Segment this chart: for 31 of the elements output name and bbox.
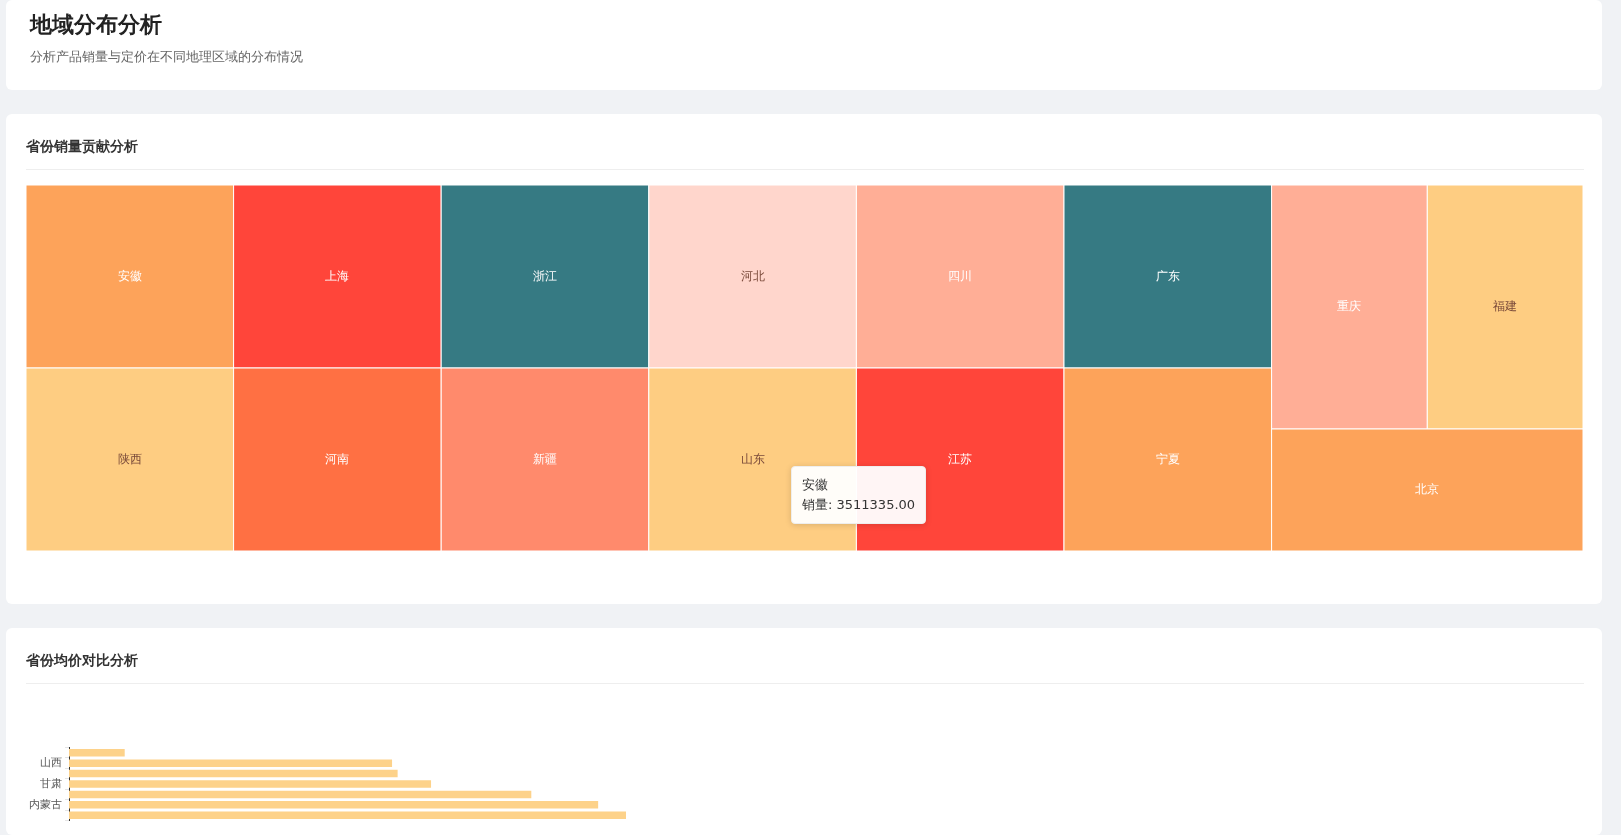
category-label: 新疆 bbox=[533, 451, 557, 466]
category-label: 江苏 bbox=[948, 451, 973, 466]
category-label: 北京 bbox=[1415, 482, 1440, 497]
text: 销量: 3511335.00 bbox=[802, 496, 916, 514]
category-label: 广东 bbox=[1155, 268, 1180, 283]
category-label: 重庆 bbox=[1337, 299, 1362, 314]
bar bbox=[69, 769, 398, 778]
bar bbox=[69, 759, 393, 767]
bar bbox=[69, 790, 532, 799]
category-label: 河北 bbox=[740, 268, 765, 283]
bar bbox=[69, 780, 432, 788]
text: 省份销量贡献分析 bbox=[26, 138, 138, 156]
category-label: 福建 bbox=[1493, 299, 1518, 314]
category-label: 安徽 bbox=[117, 268, 142, 283]
category-label: 四川 bbox=[948, 268, 973, 283]
category-label: 河南 bbox=[325, 451, 350, 466]
chart-title: 省份均价对比分析 bbox=[26, 652, 138, 670]
category-label: 浙江 bbox=[533, 268, 557, 283]
category-label: 上海 bbox=[325, 268, 350, 283]
bar bbox=[69, 811, 626, 819]
y-tick-label: 山西 bbox=[40, 756, 62, 770]
category-label: 陕西 bbox=[117, 451, 142, 466]
text: 分析产品销量与定价在不同地理区域的分布情况 bbox=[30, 48, 303, 66]
bar bbox=[69, 749, 125, 757]
category-label: 山东 bbox=[740, 451, 765, 466]
text: 安徽 bbox=[802, 476, 829, 494]
bar bbox=[69, 801, 599, 809]
category-label: 宁夏 bbox=[1155, 451, 1180, 466]
text: 地域分布分析 bbox=[30, 11, 162, 39]
y-tick-label: 甘肃 bbox=[40, 776, 62, 790]
y-tick-label: 内蒙古 bbox=[29, 797, 62, 811]
